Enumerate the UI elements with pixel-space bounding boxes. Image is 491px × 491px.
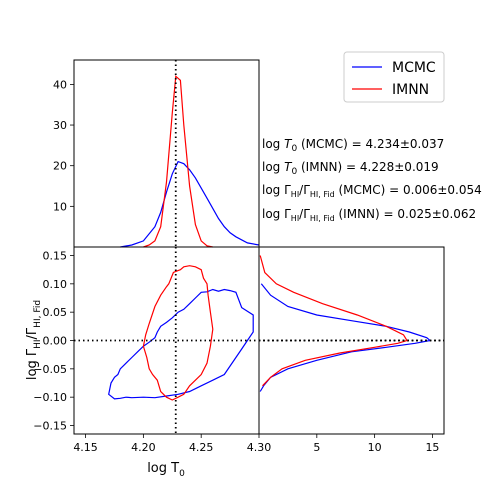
right-x-ticks: 5 10 15 — [313, 434, 439, 454]
right-x-tick-label: 15 — [425, 441, 439, 454]
main-x-tick-label: 4.15 — [73, 441, 98, 454]
top-marginal-panel: 10 20 30 40 — [53, 59, 260, 248]
right-x-tick-label: 10 — [368, 441, 382, 454]
top-y-tick-label: 40 — [53, 78, 67, 91]
right-marginal-panel: 5 10 15 — [258, 246, 445, 454]
legend: MCMC IMNN — [343, 51, 445, 103]
top-y-ticks: 10 20 30 40 — [53, 78, 74, 213]
annotation-t0-imnn: log T0 (IMNN) = 4.228±0.019 — [262, 160, 439, 177]
main-y-tick-label: −0.15 — [33, 420, 67, 433]
top-marginal-curves — [120, 75, 260, 248]
contour-imnn — [142, 265, 214, 401]
annotation-t0-mcmc: log T0 (MCMC) = 4.234±0.037 — [262, 137, 444, 154]
right-panel-frame — [258, 246, 445, 435]
legend-mcmc-label: MCMC — [392, 60, 436, 76]
main-y-tick-label: 0.15 — [43, 250, 68, 263]
contour-mcmc — [108, 288, 254, 400]
top-y-tick-label: 30 — [53, 119, 67, 132]
main-y-tick-label: 0.00 — [43, 335, 68, 348]
annotation-gamma-imnn: log ΓHI/ΓHI, Fid (IMNN) = 0.025±0.062 — [262, 207, 476, 223]
right-curve-imnn — [259, 255, 408, 387]
y-axis-title: log ΓHI/ΓHI, Fid — [25, 300, 43, 380]
top-y-tick-label: 10 — [53, 200, 67, 213]
legend-imnn-label: IMNN — [392, 82, 429, 98]
right-marginal-curves — [259, 255, 432, 392]
joint-contours — [108, 265, 254, 401]
x-axis-title: log T0 — [147, 461, 185, 479]
top-curve-mcmc — [120, 160, 260, 248]
top-panel-frame — [73, 59, 260, 248]
right-x-tick-label: 5 — [313, 441, 320, 454]
top-y-tick-label: 20 — [53, 160, 67, 173]
main-x-ticks: 4.15 4.20 4.25 4.30 — [73, 434, 271, 454]
annotation-gamma-mcmc: log ΓHI/ΓHI, Fid (MCMC) = 0.006±0.054 — [262, 183, 482, 199]
main-x-tick-label: 4.25 — [189, 441, 214, 454]
top-curve-imnn — [143, 75, 213, 248]
main-y-ticks: −0.15 −0.10 −0.05 0.00 0.05 0.10 0.15 — [33, 250, 74, 433]
main-x-tick-label: 4.30 — [247, 441, 272, 454]
main-y-tick-label: −0.05 — [33, 363, 67, 376]
main-y-tick-label: −0.10 — [33, 391, 67, 404]
main-x-tick-label: 4.20 — [131, 441, 156, 454]
main-y-tick-label: 0.10 — [43, 278, 68, 291]
main-joint-panel: 4.15 4.20 4.25 4.30 −0.15 −0.10 −0.05 0.00 0.05… — [33, 246, 444, 454]
main-y-tick-label: 0.05 — [43, 306, 68, 319]
result-annotations: log T0 (MCMC) = 4.234±0.037 log T0 (IMNN… — [262, 137, 482, 223]
